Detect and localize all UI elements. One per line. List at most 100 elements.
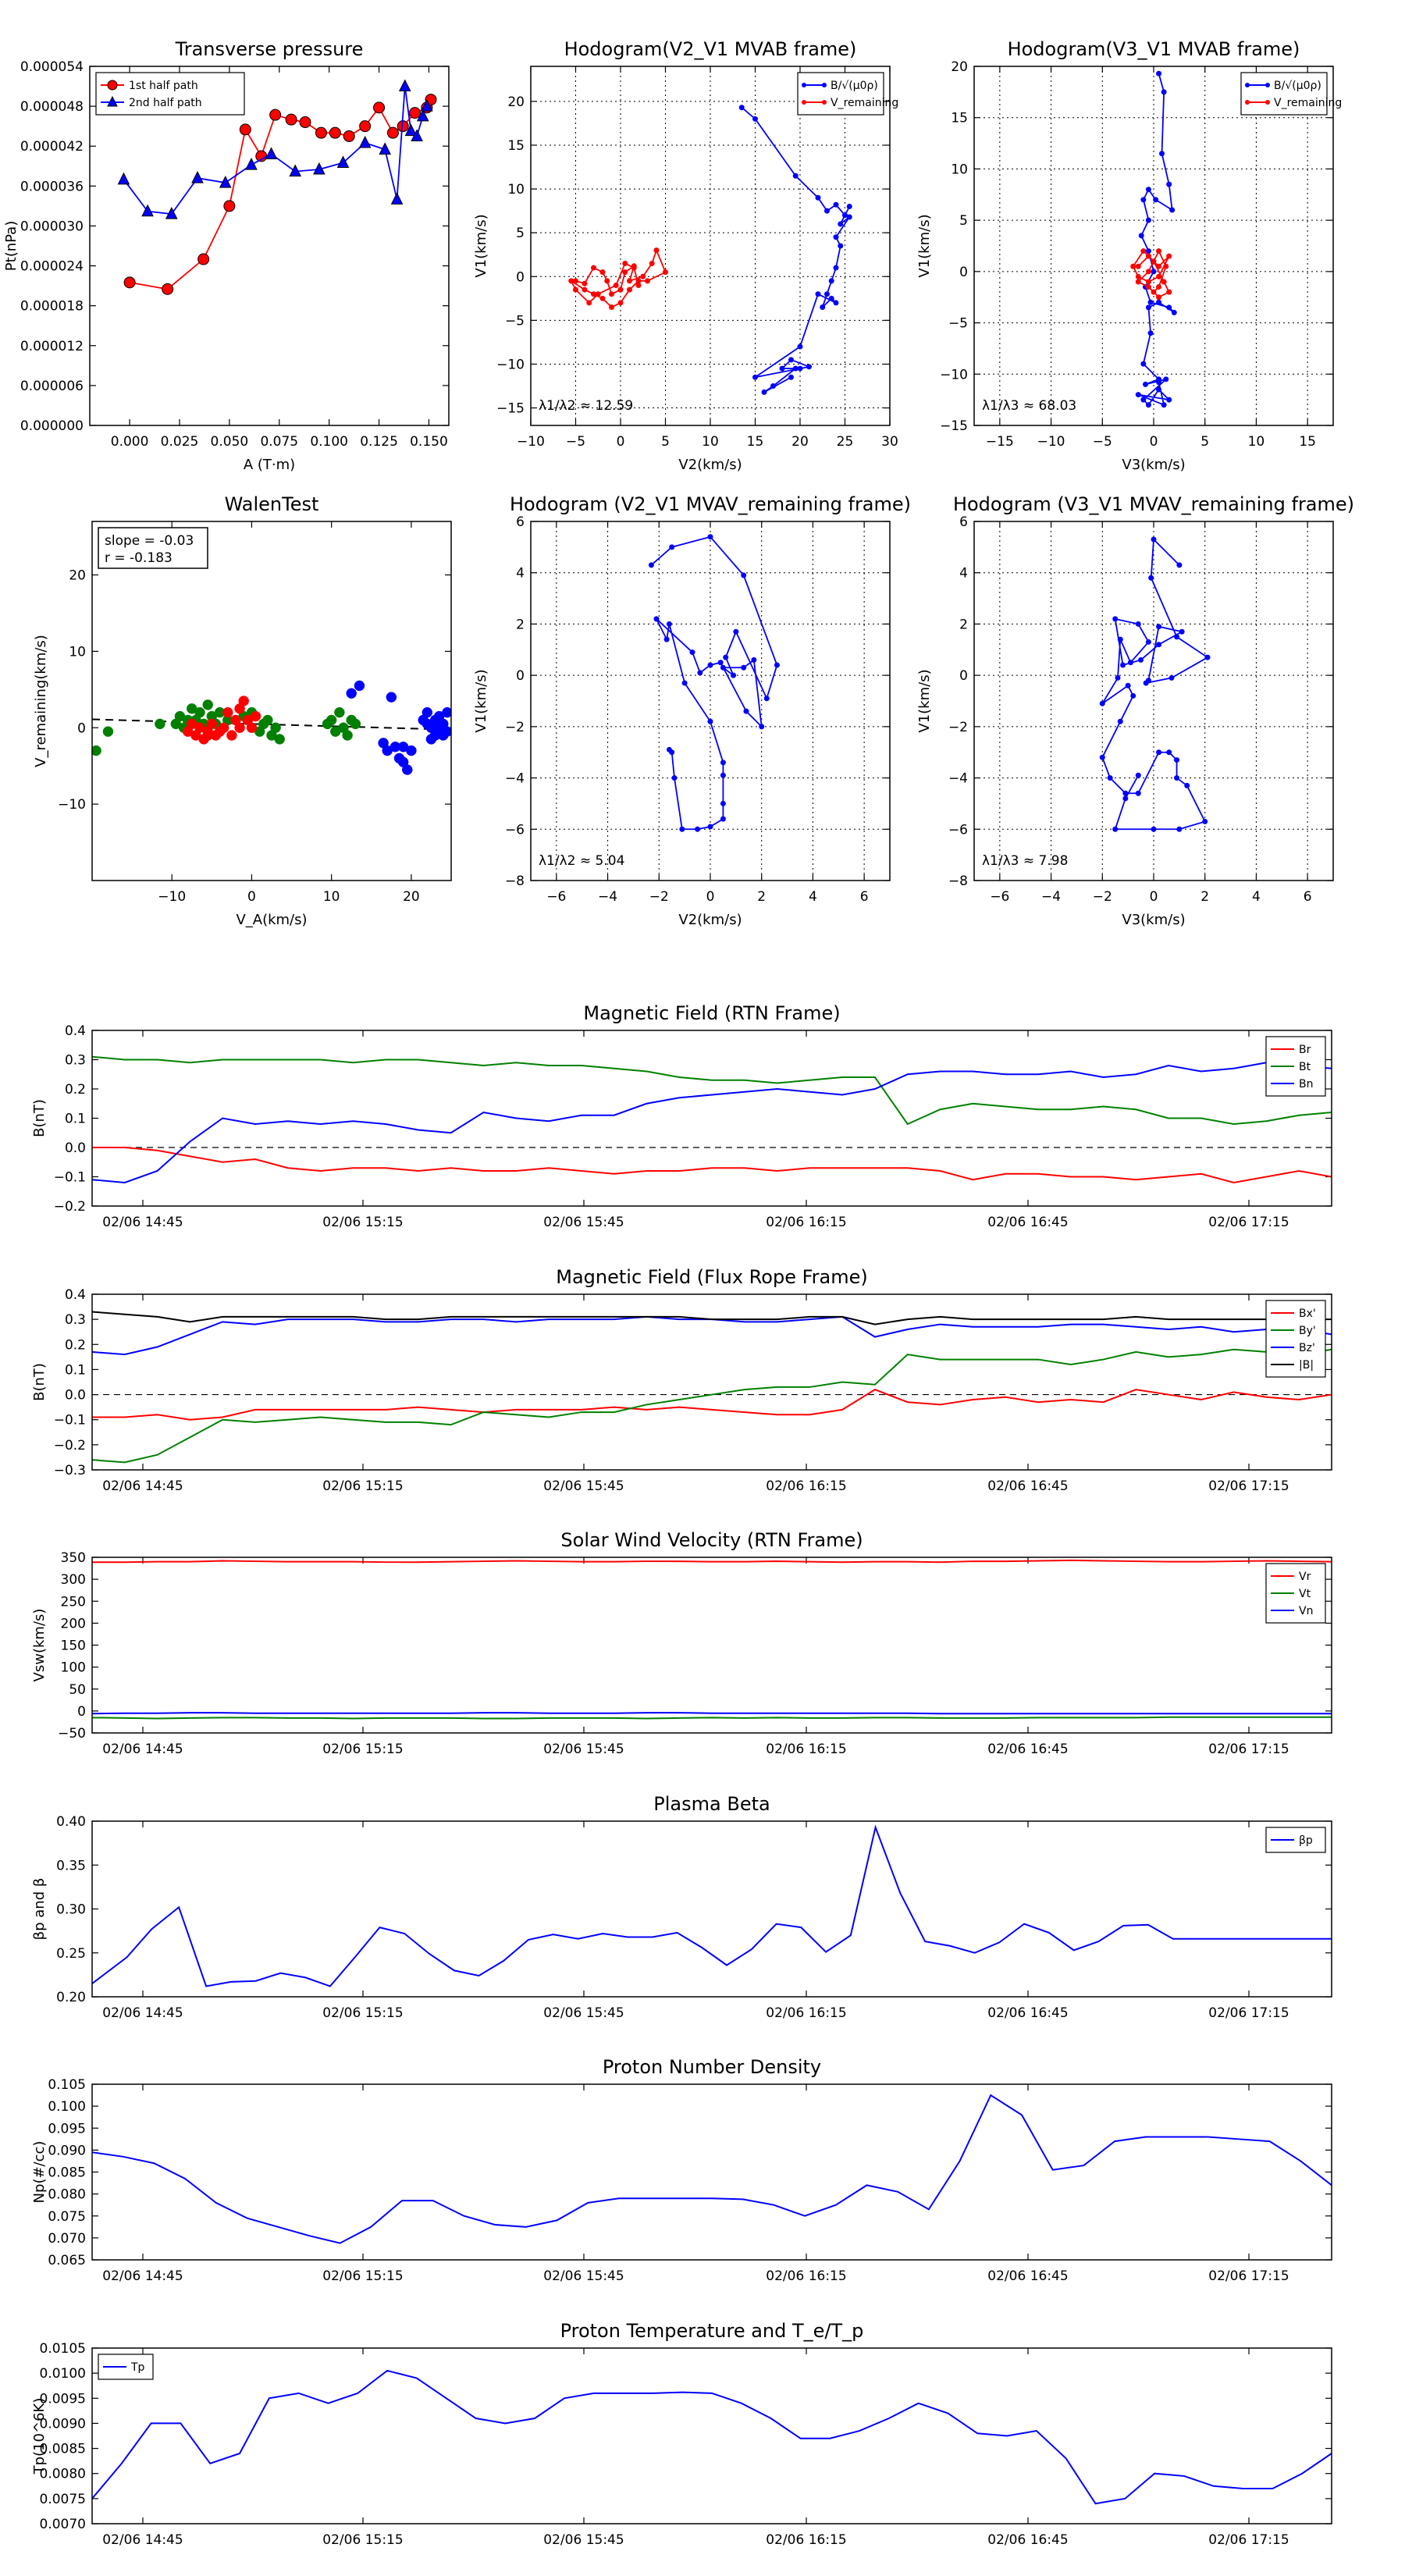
data-point xyxy=(1130,692,1136,699)
y-tick-label: 0.1 xyxy=(65,1112,86,1127)
data-point xyxy=(720,760,726,766)
data-point xyxy=(1122,790,1129,796)
data-point xyxy=(1145,304,1151,311)
data-point xyxy=(206,718,218,730)
x-tick-label: 02/06 15:15 xyxy=(322,1742,403,1757)
legend-box xyxy=(95,72,245,116)
x-tick-label: 02/06 16:45 xyxy=(987,2268,1068,2284)
y-tick-label: −15 xyxy=(496,401,525,417)
y-tick-label: 0.3 xyxy=(65,1053,86,1069)
data-point xyxy=(833,201,839,208)
data-point xyxy=(792,173,799,179)
legend-marker xyxy=(107,80,118,91)
data-point xyxy=(731,672,737,678)
data-point xyxy=(622,269,628,276)
axes-frame xyxy=(89,66,450,426)
data-point xyxy=(1166,181,1172,187)
y-tick-label: 0.0100 xyxy=(40,2366,86,2382)
data-point xyxy=(733,628,739,635)
data-point xyxy=(346,688,357,699)
y-tick-label: 2 xyxy=(516,617,525,632)
data-point xyxy=(1135,772,1141,778)
data-point xyxy=(1127,660,1133,666)
y-tick-label: 0.3 xyxy=(65,1312,86,1328)
data-point xyxy=(239,123,251,136)
y-tick-label: 250 xyxy=(61,1594,86,1610)
y-tick-label: −4 xyxy=(948,771,968,787)
chart-mag_rtn: Magnetic Field (RTN Frame) 02/06 14:45 02/… xyxy=(31,1002,1332,1230)
x-tick-label: 0.000 xyxy=(111,434,149,450)
x-tick-label: 0.100 xyxy=(310,434,348,450)
data-point xyxy=(1156,294,1162,301)
data-point xyxy=(1166,749,1172,756)
y-tick-label: 0 xyxy=(959,668,968,684)
data-point xyxy=(202,730,213,741)
data-point xyxy=(1156,749,1162,756)
y-tick-label: 5 xyxy=(516,226,525,241)
data-point xyxy=(270,722,281,734)
x-tick-label: 10 xyxy=(1248,434,1265,450)
data-point xyxy=(595,291,601,297)
x-tick-label: 30 xyxy=(881,434,898,450)
y-tick-label: 6 xyxy=(516,514,525,530)
data-point xyxy=(1151,258,1157,265)
data-point xyxy=(1179,628,1185,635)
x-tick-label: 02/06 14:45 xyxy=(102,1215,183,1230)
y-tick-label: 0 xyxy=(77,720,86,736)
legend-label: Tp xyxy=(130,2361,145,2374)
data-point xyxy=(386,126,399,139)
data-point xyxy=(422,718,433,730)
y-tick-label: 0.000024 xyxy=(20,259,84,275)
plot-area xyxy=(1130,70,1177,408)
y-tick-label: 0.0070 xyxy=(40,2517,86,2532)
plot-area xyxy=(92,1311,1332,1464)
data-point xyxy=(842,212,848,219)
data-point xyxy=(102,726,114,737)
data-point xyxy=(262,714,273,726)
legend-marker xyxy=(822,100,827,105)
data-point xyxy=(1156,248,1162,254)
data-point xyxy=(1145,269,1151,275)
y-axis-label: V1(km/s) xyxy=(473,214,489,277)
legend-label: V_remaining xyxy=(831,97,898,109)
data-point xyxy=(1161,89,1167,95)
data-point xyxy=(738,105,745,111)
data-point xyxy=(202,699,213,710)
data-point xyxy=(1153,197,1159,203)
data-point xyxy=(707,534,713,540)
data-point xyxy=(582,280,588,286)
y-axis-label: Pt(nPa) xyxy=(3,221,20,271)
data-point xyxy=(1151,269,1157,275)
data-point xyxy=(274,734,285,745)
data-point xyxy=(191,170,204,183)
y-tick-label: 0.4 xyxy=(65,1287,86,1303)
data-point xyxy=(373,101,386,114)
x-tick-label: 02/06 17:15 xyxy=(1208,2005,1289,2021)
axes-frame xyxy=(91,521,452,881)
data-point xyxy=(1145,187,1151,193)
data-point xyxy=(334,706,345,718)
x-tick-label: 02/06 17:15 xyxy=(1208,1215,1289,1230)
data-point xyxy=(1169,207,1176,213)
x-axis-label: V_A(km/s) xyxy=(236,912,307,928)
data-point xyxy=(1145,284,1151,290)
y-tick-label: 0.090 xyxy=(48,2143,86,2158)
chart-title: Proton Number Density xyxy=(603,2056,821,2078)
x-tick-label: 2 xyxy=(757,889,766,905)
legend-label: B/√(μ0ρ) xyxy=(1274,80,1321,92)
data-point xyxy=(797,343,803,350)
series-line-Vt xyxy=(92,1716,1332,1720)
data-point xyxy=(313,162,325,175)
legend-box xyxy=(1240,72,1328,116)
axes-frame xyxy=(91,2083,1332,2261)
data-point xyxy=(194,706,205,718)
y-tick-label: 0 xyxy=(516,668,525,684)
data-point xyxy=(617,300,624,306)
legend-label: V_remaining xyxy=(1274,97,1342,109)
y-tick-label: 200 xyxy=(61,1616,86,1631)
y-tick-label: −8 xyxy=(948,873,968,889)
data-point xyxy=(671,775,678,781)
axes-frame xyxy=(91,2347,1332,2524)
legend-label: B/√(μ0ρ) xyxy=(831,80,878,92)
data-point xyxy=(627,286,632,293)
